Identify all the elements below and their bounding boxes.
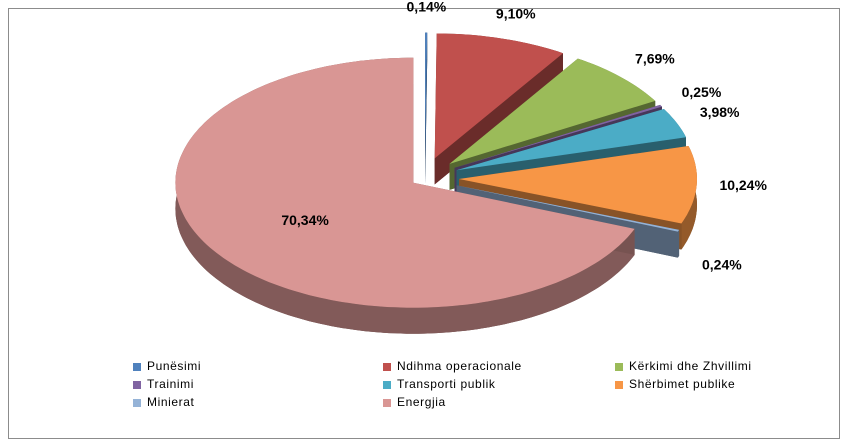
data-label: 0,14%	[407, 0, 447, 14]
legend-swatch	[133, 399, 141, 407]
data-label: 3,98%	[700, 104, 740, 120]
legend-label: Trainimi	[147, 377, 194, 391]
legend-label: Kërkimi dhe Zhvillimi	[629, 359, 752, 373]
pie-slice	[456, 109, 686, 171]
pie-slice	[175, 57, 635, 308]
legend-label: Energjia	[397, 395, 446, 409]
pie-slice	[456, 185, 680, 232]
pie-slice	[449, 58, 656, 164]
pie-slice	[434, 33, 563, 159]
pie-slice	[454, 104, 662, 168]
legend-label: Punësimi	[147, 359, 201, 373]
legend-label: Ndihma operacionale	[397, 359, 522, 373]
data-label: 0,25%	[682, 84, 722, 100]
legend-swatch	[383, 399, 391, 407]
legend-label: Transporti publik	[397, 377, 496, 391]
data-label: 10,24%	[719, 177, 767, 193]
legend-swatch	[615, 363, 623, 371]
data-label: 9,10%	[496, 5, 536, 21]
data-label: 0,24%	[702, 257, 742, 273]
legend-label: Shërbimet publike	[629, 377, 735, 391]
legend-swatch	[383, 381, 391, 389]
legend-swatch	[383, 363, 391, 371]
legend-swatch	[133, 363, 141, 371]
legend-swatch	[615, 381, 623, 389]
slice-depth	[425, 32, 428, 184]
pie-slice	[425, 32, 428, 158]
data-label: 70,34%	[281, 212, 329, 228]
pie-slice	[459, 146, 697, 224]
legend-swatch	[133, 381, 141, 389]
legend-label: Minierat	[147, 395, 195, 409]
data-label: 7,69%	[635, 51, 675, 67]
